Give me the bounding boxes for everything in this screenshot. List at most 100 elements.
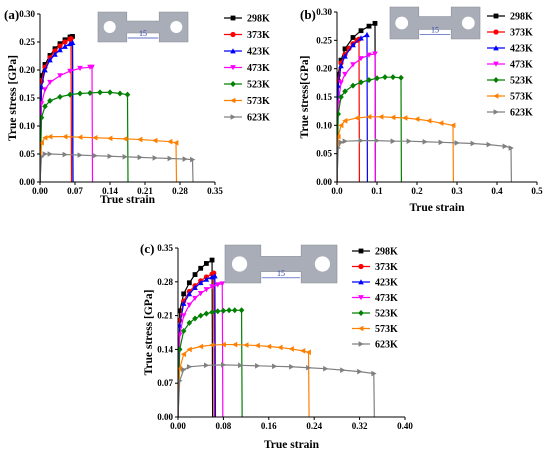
legend-marker <box>358 325 364 332</box>
y-tick-label: 0.20 <box>316 64 332 74</box>
series-line-373K <box>40 37 73 182</box>
data-point-523K <box>107 89 113 96</box>
chart-panel-b: (b) 0.0 0.1 0.2 0.3 0.4 0.5 0.00 0.05 0.10 0.15 0.2… <box>299 6 543 214</box>
data-point-573K <box>277 344 283 351</box>
legend-item: 573K <box>352 324 398 335</box>
y-tick-label: 0.05 <box>19 149 35 159</box>
data-point-573K <box>122 136 128 142</box>
legend-item: 373K <box>352 262 398 273</box>
data-point-523K <box>124 91 131 98</box>
data-point-473K <box>372 51 378 57</box>
y-tick-label: 0.00 <box>157 412 173 422</box>
data-point-423K <box>338 63 344 69</box>
legend-label: 473K <box>510 60 533 71</box>
data-point-623K <box>42 151 48 157</box>
specimen-hole <box>103 21 116 33</box>
legend-label: 298K <box>375 247 398 258</box>
legend-label: 573K <box>247 96 270 107</box>
data-point-298K <box>350 35 356 40</box>
data-point-623K <box>438 139 444 146</box>
legend-marker <box>493 61 499 67</box>
legend-marker <box>358 341 364 347</box>
legend-marker <box>493 45 499 51</box>
data-point-523K <box>337 111 341 117</box>
data-point-473K <box>342 71 348 78</box>
dimension-label: 15 <box>431 26 439 35</box>
data-point-523K <box>358 79 364 86</box>
data-point-623K <box>40 154 45 160</box>
legend-marker <box>230 97 236 104</box>
specimen-hole <box>461 16 475 30</box>
data-point-473K <box>350 62 356 68</box>
legend-label: 423K <box>375 278 398 289</box>
data-point-573K <box>47 133 53 140</box>
data-point-623K <box>508 145 514 151</box>
data-point-423K <box>42 67 48 73</box>
specimen-hole <box>170 21 183 33</box>
data-point-523K <box>186 319 193 326</box>
data-point-573K <box>197 343 204 350</box>
data-point-473K <box>178 332 183 338</box>
data-point-573K <box>178 365 183 372</box>
data-point-623K <box>107 153 113 160</box>
data-point-573K <box>173 140 179 146</box>
data-point-473K <box>192 295 198 302</box>
data-point-623K <box>406 138 412 144</box>
data-point-523K <box>231 307 238 314</box>
data-point-373K <box>62 39 68 45</box>
legend-label: 623K <box>510 108 533 119</box>
x-tick-label: 0.08 <box>216 421 232 431</box>
legend-item: 423K <box>224 47 270 58</box>
data-point-623K <box>181 366 187 373</box>
dimension-label: 15 <box>139 29 147 38</box>
legend-label: 298K <box>247 14 270 25</box>
legend-item: 523K <box>352 309 398 320</box>
data-point-423K <box>212 273 218 279</box>
series-line-523K <box>178 309 243 417</box>
y-tick-label: 0.28 <box>157 277 173 287</box>
legend-label: 623K <box>375 340 398 351</box>
data-point-298K <box>366 23 372 29</box>
legend-label: 623K <box>247 113 270 124</box>
legend: 298K 373K 423K 473K 523K 573K 623K <box>487 12 533 119</box>
series-line-473K <box>40 66 94 182</box>
data-point-573K <box>152 137 158 144</box>
data-point-523K <box>390 74 396 81</box>
x-tick-label: 0.2 <box>411 186 423 196</box>
data-point-623K <box>357 368 363 375</box>
specimen-hole <box>231 256 248 272</box>
legend-label: 373K <box>247 30 270 41</box>
data-point-623K <box>289 363 295 370</box>
data-point-523K <box>226 307 232 314</box>
legend-marker <box>230 81 236 87</box>
data-point-573K <box>337 133 341 140</box>
data-point-298K <box>70 34 75 39</box>
data-point-423K <box>350 42 356 48</box>
data-point-523K <box>214 308 221 315</box>
specimen-diagram: 15 <box>97 11 189 43</box>
data-point-573K <box>92 134 98 141</box>
data-point-623K <box>137 154 143 161</box>
legend-item: 623K <box>487 108 533 119</box>
data-point-523K <box>220 307 227 314</box>
data-point-573K <box>254 342 260 349</box>
data-point-523K <box>180 328 187 335</box>
data-point-298K <box>178 308 183 314</box>
data-point-623K <box>92 152 98 159</box>
x-tick-label: 0.3 <box>451 186 463 196</box>
specimen-hole <box>314 256 331 272</box>
legend-label: 573K <box>375 324 398 335</box>
legend-item: 523K <box>487 76 533 87</box>
data-point-623K <box>422 138 428 145</box>
data-point-623K <box>62 151 68 158</box>
legend-label: 473K <box>375 293 398 304</box>
data-point-573K <box>300 348 306 354</box>
data-point-573K <box>354 115 360 121</box>
data-point-573K <box>180 351 187 358</box>
data-point-623K <box>182 156 188 162</box>
data-point-623K <box>186 363 193 370</box>
specimen-body <box>389 6 481 40</box>
x-tick-label: 0.00 <box>32 186 48 196</box>
data-point-298K <box>181 291 187 297</box>
data-point-298K <box>186 280 192 286</box>
